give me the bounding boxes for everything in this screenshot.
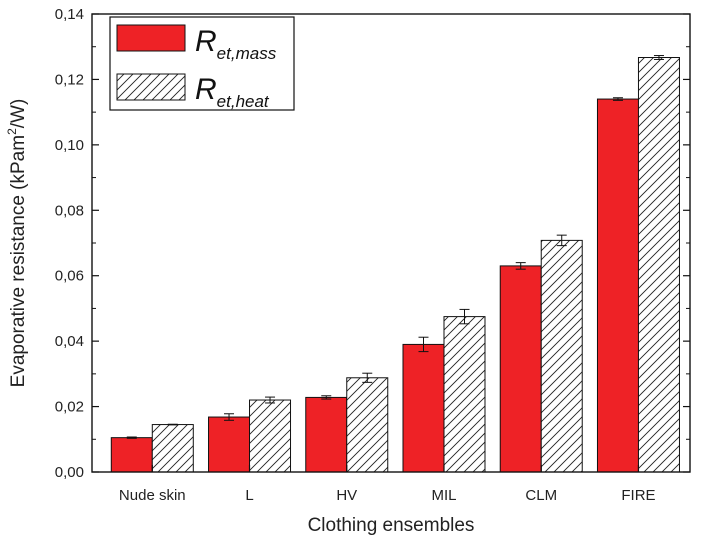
x-tick-label: MIL [431, 487, 456, 504]
y-tick-label: 0,06 [55, 268, 84, 285]
legend-label-mass-main: R [195, 25, 217, 58]
legend: Ret,mass Ret,heat [109, 16, 295, 111]
bar-ret-mass [208, 416, 251, 473]
legend-swatch-mass [116, 24, 186, 52]
legend-label-mass: Ret,mass [195, 25, 277, 63]
legend-swatch-heat [116, 73, 186, 101]
y-axis-title-sup: 2 [5, 128, 19, 135]
x-tick-label: L [245, 487, 253, 504]
x-tick-label: CLM [525, 487, 557, 504]
legend-label-heat-main: R [195, 73, 217, 106]
x-axis: Nude skin L HV MIL CLM FIRE [119, 465, 656, 504]
bar-ret-heat [249, 399, 292, 473]
y-tick-label: 0,02 [55, 399, 84, 416]
bar-ret-mass [596, 98, 639, 473]
y-tick-label: 0,12 [55, 71, 84, 88]
x-tick-label: Nude skin [119, 487, 186, 504]
bar-ret-heat [151, 424, 194, 473]
bars-layer [110, 57, 680, 473]
x-tick-label: HV [336, 487, 357, 504]
bar-ret-mass [110, 437, 153, 473]
bar-ret-mass [402, 343, 445, 473]
legend-label-mass-sub: et,mass [217, 44, 277, 63]
y-axis-title-main: Evaporative resistance (kPam [8, 135, 29, 387]
y-tick-label: 0,04 [55, 333, 84, 350]
bar-ret-heat [637, 57, 680, 473]
x-tick-label: FIRE [621, 487, 655, 504]
error-bars-layer [126, 55, 664, 439]
y-axis: 0,00 0,02 0,04 0,06 0,08 0,10 0,12 0,14 [55, 6, 690, 481]
bar-ret-heat [443, 316, 486, 473]
bar-ret-heat [346, 377, 389, 473]
legend-label-heat-sub: et,heat [217, 92, 270, 111]
legend-label-heat: Ret,heat [195, 73, 270, 111]
bar-ret-mass [499, 265, 542, 473]
bar-ret-mass [305, 396, 348, 473]
bar-ret-heat [540, 239, 583, 473]
x-axis-title: Clothing ensembles [308, 515, 475, 536]
y-tick-label: 0,08 [55, 202, 84, 219]
y-tick-label: 0,10 [55, 137, 84, 154]
y-axis-title: Evaporative resistance (kPam2/W) [5, 99, 29, 388]
y-axis-title-rest: /W) [8, 99, 29, 129]
y-tick-label: 0,00 [55, 464, 84, 481]
y-tick-label: 0,14 [55, 6, 84, 23]
